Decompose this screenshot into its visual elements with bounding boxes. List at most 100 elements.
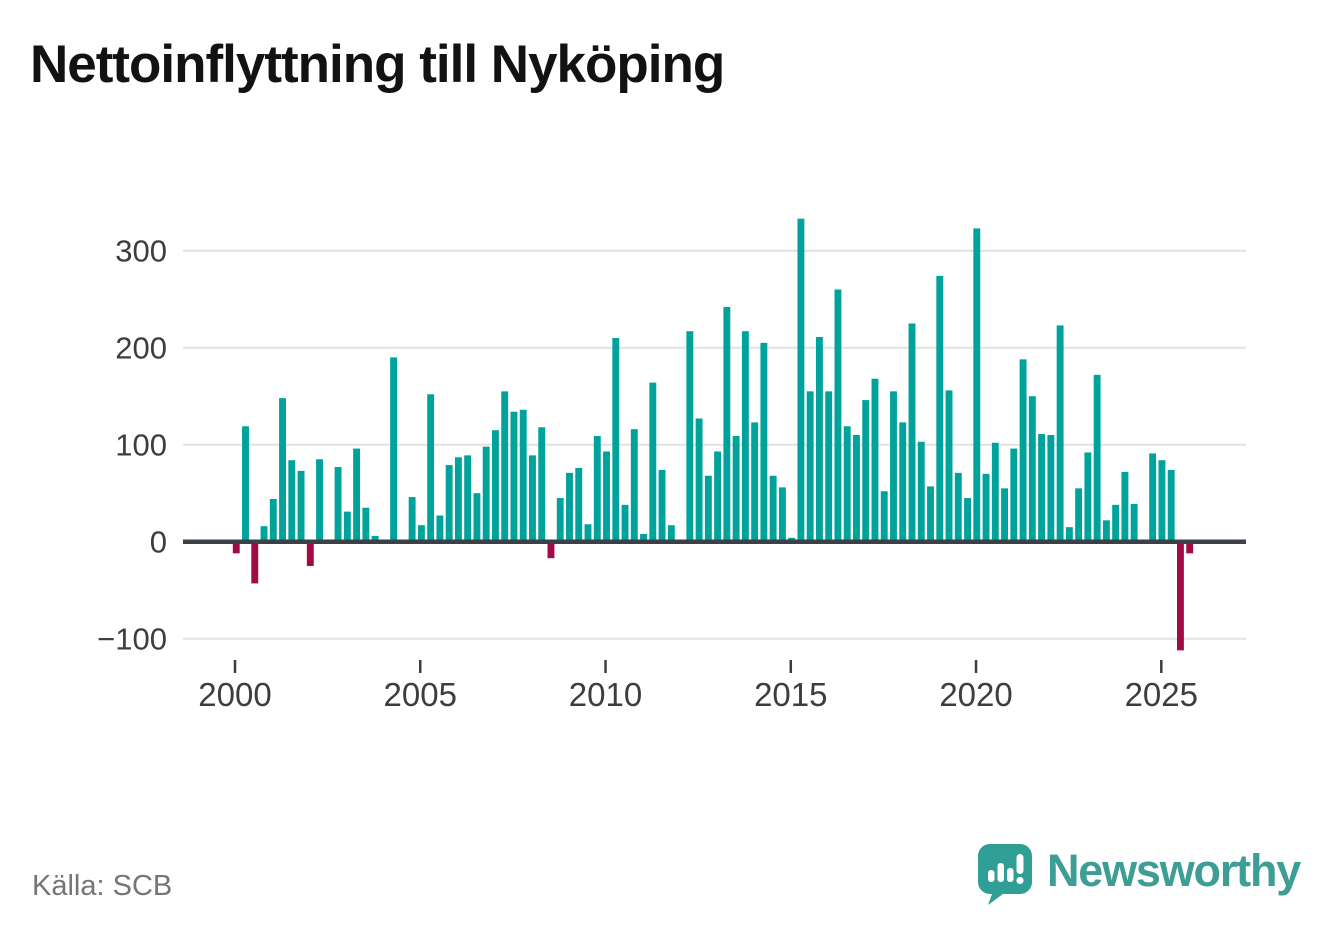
bar-2007q1 bbox=[491, 430, 499, 542]
source-note: Källa: SCB bbox=[32, 870, 173, 902]
bar-2017q3 bbox=[880, 491, 888, 542]
bar-2025q4 bbox=[1186, 541, 1194, 554]
bar-2020q2 bbox=[982, 473, 990, 542]
x-tick-label-2020: 2020 bbox=[939, 676, 1012, 713]
bar-2001q2 bbox=[279, 398, 286, 542]
y-tick-label-0: 0 bbox=[150, 525, 167, 560]
y-tick-label-300: 300 bbox=[115, 234, 167, 269]
bar-2017q4 bbox=[890, 391, 897, 542]
bar-2013q4 bbox=[741, 331, 749, 542]
bar-2001q1 bbox=[269, 499, 277, 542]
bar-2014q1 bbox=[751, 422, 759, 542]
x-tick-label-2005: 2005 bbox=[384, 676, 457, 713]
bar-2019q1 bbox=[936, 275, 944, 542]
bar-2015q2 bbox=[797, 218, 805, 542]
bar-2020q3 bbox=[991, 442, 999, 542]
bar-2022q3 bbox=[1065, 527, 1073, 542]
bar-2014q4 bbox=[778, 487, 786, 542]
bar-2016q1 bbox=[825, 391, 833, 542]
bar-2004q4 bbox=[408, 497, 416, 542]
bar-2008q4 bbox=[556, 498, 564, 542]
bar-2005q4 bbox=[445, 465, 453, 542]
bar-2022q1 bbox=[1047, 435, 1055, 542]
bar-2001q3 bbox=[288, 460, 296, 542]
bar-2000q2 bbox=[242, 426, 249, 542]
bar-2012q3 bbox=[695, 418, 703, 542]
bar-2012q2 bbox=[686, 331, 694, 542]
bar-2011q1 bbox=[640, 533, 647, 542]
bar-2011q2 bbox=[649, 382, 657, 542]
bar-2000q1 bbox=[232, 541, 240, 554]
bar-2010q2 bbox=[612, 338, 620, 542]
bar-2009q2 bbox=[575, 467, 583, 542]
bar-2010q4 bbox=[630, 429, 638, 542]
bar-2013q3 bbox=[732, 435, 740, 542]
x-tick-label-2010: 2010 bbox=[569, 676, 642, 713]
net-migration-bar-chart: 300 200 100 0 −100 2000 2005 2010 2015 2020 2025 bbox=[97, 218, 1246, 713]
bar-2018q4 bbox=[927, 486, 934, 542]
bar-2018q1 bbox=[899, 422, 907, 542]
bar-2014q3 bbox=[769, 475, 777, 542]
brand-wordmark: Newsworthy bbox=[1047, 845, 1301, 896]
x-tick-label-2000: 2000 bbox=[198, 676, 271, 713]
bar-2010q3 bbox=[621, 504, 629, 542]
page-title: Nettoinflyttning till Nyköping bbox=[30, 35, 725, 94]
bar-2015q4 bbox=[815, 337, 823, 542]
y-tick-label-100: 100 bbox=[115, 428, 167, 463]
bar-2008q1 bbox=[529, 455, 536, 542]
bar-2002q2 bbox=[316, 459, 324, 542]
bar-2022q2 bbox=[1056, 325, 1064, 542]
bar-2016q4 bbox=[853, 435, 860, 542]
bar-2023q4 bbox=[1112, 504, 1120, 542]
bar-2019q4 bbox=[964, 498, 971, 542]
bar-2011q3 bbox=[658, 469, 666, 542]
bar-2018q2 bbox=[908, 323, 916, 542]
bar-2012q4 bbox=[704, 475, 712, 542]
bar-2019q3 bbox=[954, 472, 962, 542]
bar-2017q2 bbox=[871, 378, 879, 542]
y-tick-label-200: 200 bbox=[115, 331, 167, 366]
bar-2017q1 bbox=[862, 400, 870, 542]
bar-2023q3 bbox=[1102, 520, 1110, 542]
bar-2024q4 bbox=[1149, 453, 1157, 542]
bar-2025q3 bbox=[1176, 541, 1184, 651]
bar-2002q1 bbox=[306, 541, 314, 566]
newsworthy-logo: Newsworthy bbox=[977, 842, 1301, 906]
bar-2013q2 bbox=[723, 306, 731, 542]
bar-2025q1 bbox=[1158, 460, 1166, 542]
bar-chart-speech-bubble-icon bbox=[978, 844, 1032, 905]
bar-2002q4 bbox=[334, 467, 342, 542]
bar-2007q4 bbox=[519, 409, 527, 542]
bar-2020q1 bbox=[973, 228, 981, 542]
y-tick-label--100: −100 bbox=[97, 622, 167, 657]
bar-2010q1 bbox=[603, 451, 610, 542]
bar-2013q1 bbox=[714, 451, 722, 542]
bar-2016q3 bbox=[843, 426, 851, 542]
bar-2008q2 bbox=[538, 427, 546, 542]
bar-2005q1 bbox=[417, 525, 425, 542]
bar-2015q3 bbox=[806, 391, 814, 542]
bar-2009q1 bbox=[566, 472, 573, 542]
bar-2016q2 bbox=[834, 289, 842, 542]
bar-2006q3 bbox=[473, 493, 481, 542]
bar-2005q3 bbox=[436, 515, 444, 542]
bar-2023q1 bbox=[1084, 452, 1092, 542]
bar-2021q2 bbox=[1019, 359, 1027, 542]
x-tick-label-2015: 2015 bbox=[754, 676, 827, 713]
bar-2006q4 bbox=[482, 446, 490, 542]
bar-2021q1 bbox=[1010, 448, 1018, 542]
bar-2006q2 bbox=[464, 455, 472, 542]
bar-2014q2 bbox=[760, 342, 768, 542]
bar-2006q1 bbox=[454, 457, 462, 542]
bar-2000q3 bbox=[251, 541, 259, 584]
bar-2024q1 bbox=[1121, 471, 1129, 542]
bar-2019q2 bbox=[945, 390, 953, 542]
bar-2025q2 bbox=[1167, 469, 1175, 542]
bar-2003q3 bbox=[362, 507, 370, 542]
bar-2021q3 bbox=[1028, 396, 1036, 542]
bar-2018q3 bbox=[917, 441, 925, 542]
bar-2007q3 bbox=[510, 411, 518, 542]
bar-2024q2 bbox=[1130, 503, 1138, 542]
bar-2020q4 bbox=[1001, 488, 1009, 542]
